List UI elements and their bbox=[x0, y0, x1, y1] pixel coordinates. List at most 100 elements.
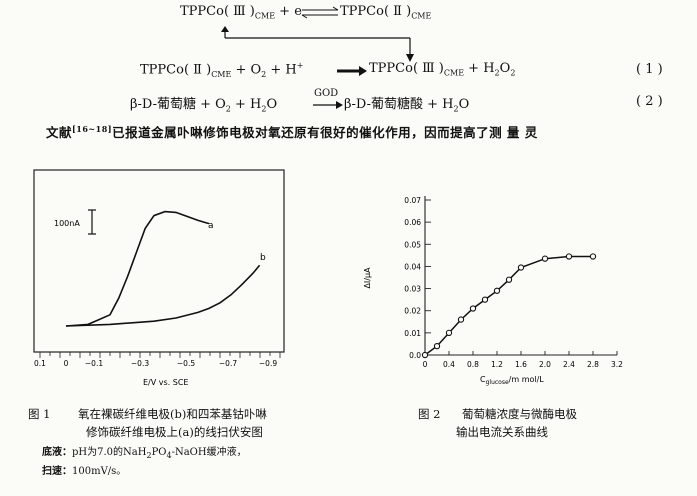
eq2-water-h: + H bbox=[230, 97, 262, 112]
eq2-gluconic: β-D-葡萄糖酸 + H bbox=[344, 97, 454, 112]
figure1-x-axis-label: E/V vs. SCE bbox=[143, 378, 188, 387]
eq1-h2o2-o: O bbox=[499, 61, 511, 76]
note1-text3: -NaOH缓冲液， bbox=[171, 447, 247, 458]
note1-text2: PO bbox=[151, 447, 167, 458]
paragraph-text: 已报道金属卟啉修饰电极对氧还原有很好的催化作用，因而提高了测 量 灵 bbox=[112, 125, 538, 140]
figure1-scale-bar bbox=[88, 209, 96, 235]
equation-1-number: ( 1 ) bbox=[636, 62, 663, 77]
figure2-data-point bbox=[565, 253, 573, 260]
figure2-x-tick-label: 0.4 bbox=[443, 360, 455, 369]
eq1-arrow-icon bbox=[337, 66, 367, 76]
figure2-y-axis-label: ΔI/μA bbox=[363, 267, 372, 289]
eq1-proton: + H bbox=[266, 62, 297, 78]
eq2-glucose-sub: 2 bbox=[225, 104, 231, 114]
eq1-proton-sup: + bbox=[296, 61, 304, 70]
equation-2-number: ( 2 ) bbox=[636, 94, 663, 109]
figure2-x-tick-label: 2.0 bbox=[539, 360, 551, 369]
equation-redox-rhs: TPPCo( Ⅱ )CME bbox=[340, 4, 431, 21]
eq1-oxygen: + O bbox=[231, 62, 262, 78]
eq1-h2o2-h-sub: 2 bbox=[494, 68, 500, 78]
note2-label: 扫速： bbox=[42, 466, 72, 477]
figure1-frame bbox=[33, 169, 285, 353]
eq1-h2o2-h: + H bbox=[464, 61, 495, 76]
figure2-data-point bbox=[445, 329, 453, 337]
eq0-lhs: TPPCo( Ⅲ ) bbox=[180, 4, 255, 19]
eq2-glucose: β-D-葡萄糖 + O bbox=[130, 97, 226, 112]
figure2-data-point bbox=[457, 316, 465, 323]
eq1-product-co: TPPCo( Ⅲ ) bbox=[369, 61, 444, 76]
figure2-caption-number: 图 2 bbox=[418, 407, 441, 421]
figure1-x-tick-label: 0.1 bbox=[34, 359, 46, 368]
eq1-reactant-co-sub: CME bbox=[211, 69, 232, 79]
figure2-y-tick-label: 0.04 bbox=[404, 262, 421, 271]
figure1-note-electrolyte: 底液：pH为7.0的NaH2PO4-NaOH缓冲液， bbox=[42, 443, 247, 460]
figure2-data-point bbox=[517, 264, 525, 271]
figure2-y-tick-label: 0.07 bbox=[404, 196, 421, 205]
figure1-caption-line2: 修饰碳纤维电极上(a)的线扫伏安图 bbox=[86, 425, 263, 439]
figure2-data-point bbox=[421, 351, 429, 359]
equation-1-products: TPPCo( Ⅲ )CME + H2O2 bbox=[369, 61, 515, 78]
figure1-note-scan-rate: 扫速：100mV/s。 bbox=[42, 462, 126, 477]
note1-sub2: 4 bbox=[166, 451, 172, 460]
eq1-oxygen-sub: 2 bbox=[261, 69, 267, 79]
equation-redox-couple: TPPCo( Ⅲ )CME + e bbox=[180, 4, 302, 21]
eq0-rhs: TPPCo( Ⅱ ) bbox=[340, 4, 412, 19]
figure2-x-tick-label: 0.8 bbox=[467, 360, 479, 369]
eq1-reactant-co: TPPCo( Ⅱ ) bbox=[140, 62, 212, 78]
catalytic-cycle-arrow-icon bbox=[221, 26, 414, 62]
figure2-x-tick-label: 1.2 bbox=[491, 360, 503, 369]
figure1-caption-line1: 氧在裸碳纤维电极(b)和四苯基钴卟啉 bbox=[78, 407, 267, 421]
figure2-series-line bbox=[424, 255, 593, 356]
figure1-x-ticks: 0.1 0 −0.1 −0.3 −0.5 −0.7 −0.9 bbox=[34, 351, 284, 368]
figure1-x-tick-label: −0.1 bbox=[85, 359, 103, 368]
x-label-pre: C bbox=[480, 375, 486, 384]
figure2-x-tick-label: 1.6 bbox=[515, 360, 527, 369]
figure2-caption-line1: 葡萄糖浓度与微酶电极 bbox=[462, 407, 577, 421]
figure2-y-tick-label: 0.05 bbox=[404, 240, 421, 249]
equation-1: TPPCo( Ⅱ )CME + O2 + H+ bbox=[140, 61, 303, 79]
figure2-caption-line2: 输出电流关系曲线 bbox=[456, 425, 548, 439]
figure1-voltammogram: 0.1 0 −0.1 −0.3 −0.5 −0.7 −0.9 100nA a b E/V v… bbox=[33, 169, 285, 387]
figure1-x-tick-label: −0.3 bbox=[131, 359, 149, 368]
eq2-gluconic-sub: 2 bbox=[453, 104, 459, 114]
figure2-data-point bbox=[469, 305, 477, 312]
figure2-y-tick-label: 0.0 bbox=[409, 351, 421, 360]
figure2-y-tick-label: 0.06 bbox=[404, 218, 421, 227]
figure2-data-point bbox=[481, 296, 489, 303]
figure1-scale-label: 100nA bbox=[54, 219, 80, 228]
x-label-post: /m mol/L bbox=[509, 375, 545, 384]
equation-2: β-D-葡萄糖 + O2 + H2O bbox=[130, 93, 277, 114]
figure2-curve bbox=[421, 253, 597, 359]
figure1-curve-a-label: a bbox=[208, 221, 214, 231]
paragraph-lead: 文献 bbox=[46, 125, 73, 140]
figure2-y-tick-label: 0.02 bbox=[404, 307, 421, 316]
figure2-data-point bbox=[433, 342, 441, 350]
figure2-x-tick-label: 2.4 bbox=[563, 360, 575, 369]
note1-text: pH为7.0的NaH bbox=[72, 447, 147, 458]
eq2-water2-o: O bbox=[458, 97, 470, 112]
eq0-lhs-sub: CME bbox=[254, 11, 276, 21]
figure2-x-tick-label: 2.8 bbox=[587, 360, 599, 369]
paragraph-ref: [16~18] bbox=[72, 123, 113, 134]
figure2-calibration-chart: 0.0 0.01 0.02 0.03 0.04 0.05 0.06 0.07 0 0.4 0.8 1.… bbox=[363, 196, 623, 386]
eq2-water-o: O bbox=[266, 97, 278, 112]
figure2-x-axis-label: Cglucose/m mol/L bbox=[480, 375, 544, 386]
figure1-x-tick-label: −0.9 bbox=[259, 359, 277, 368]
figure1-curve-b-label: b bbox=[260, 253, 266, 263]
figure2-data-point bbox=[589, 253, 597, 260]
figure1-series-a bbox=[65, 210, 210, 327]
note1-label: 底液： bbox=[42, 447, 72, 458]
eq2-water-h-sub: 2 bbox=[261, 104, 267, 114]
eq1-h2o2-o-sub: 2 bbox=[510, 68, 516, 78]
eq0-plus-e: + e bbox=[275, 4, 302, 19]
figure1-curves bbox=[65, 210, 261, 327]
figure2-x-tick-label: 3.2 bbox=[611, 360, 623, 369]
figure1-x-tick-label: −0.7 bbox=[219, 359, 237, 368]
figure2-y-tick-label: 0.03 bbox=[404, 285, 421, 294]
body-paragraph: 文献[16~18]已报道金属卟啉修饰电极对氧还原有很好的催化作用，因而提高了测 … bbox=[46, 122, 538, 141]
figure2-data-point bbox=[505, 276, 513, 283]
equation-2-products: β-D-葡萄糖酸 + H2O bbox=[344, 93, 469, 114]
eq2-enzyme-label: GOD bbox=[314, 88, 339, 99]
note1-sub1: 2 bbox=[146, 451, 152, 460]
x-label-sub: glucose bbox=[486, 379, 509, 386]
